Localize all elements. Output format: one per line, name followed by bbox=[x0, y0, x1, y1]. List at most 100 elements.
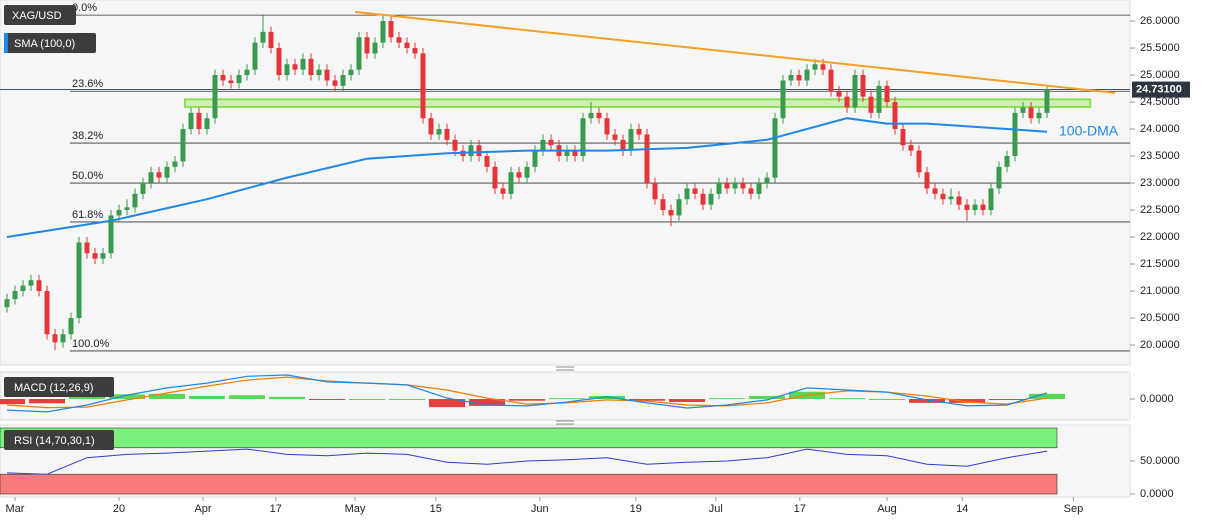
candle-body bbox=[1044, 89, 1050, 113]
candle-body bbox=[44, 291, 50, 335]
candle-body bbox=[748, 188, 754, 194]
candle-body bbox=[524, 166, 530, 178]
y-tick-label: 22.0000 bbox=[1140, 231, 1180, 243]
fib-label: 0.0% bbox=[72, 2, 97, 14]
x-tick-label: Mar bbox=[6, 503, 25, 515]
candle-body bbox=[204, 118, 210, 130]
histogram-bar bbox=[549, 398, 585, 400]
candle-body bbox=[900, 129, 906, 146]
candle-body bbox=[348, 69, 354, 76]
panel-handle[interactable] bbox=[556, 420, 574, 425]
candle-body bbox=[388, 21, 394, 38]
candle-body bbox=[588, 112, 594, 119]
candle-body bbox=[540, 139, 546, 151]
candle-body bbox=[260, 31, 266, 43]
histogram-bar bbox=[509, 399, 545, 401]
rsi-line bbox=[6, 448, 1048, 475]
histogram-bar bbox=[909, 399, 945, 403]
candle-body bbox=[716, 183, 722, 194]
candle-body bbox=[380, 21, 386, 43]
histogram-bar bbox=[309, 399, 345, 400]
candle-body bbox=[548, 139, 554, 146]
candle-body bbox=[1028, 107, 1034, 119]
candle-body bbox=[60, 334, 66, 343]
candle-body bbox=[828, 69, 834, 92]
macd-legend[interactable]: MACD (12,26,9) bbox=[4, 377, 114, 397]
x-tick-label: Sep bbox=[1064, 503, 1084, 515]
candle-body bbox=[1036, 112, 1042, 119]
candle-body bbox=[300, 58, 306, 70]
last-price-box bbox=[1132, 81, 1190, 98]
candle-body bbox=[52, 334, 58, 343]
candle-body bbox=[756, 183, 762, 194]
histogram-bar bbox=[0, 399, 25, 405]
sma-label: SMA (100,0) bbox=[14, 38, 75, 50]
candle-body bbox=[516, 172, 522, 178]
histogram-bar bbox=[389, 399, 425, 400]
candle-body bbox=[804, 69, 810, 81]
x-tick-label: May bbox=[345, 503, 366, 515]
y-tick-label: 21.0000 bbox=[1140, 285, 1180, 297]
candle-body bbox=[188, 112, 194, 130]
candle-body bbox=[1004, 156, 1010, 167]
panel-handle[interactable] bbox=[556, 366, 574, 371]
candle-body bbox=[284, 64, 290, 76]
macd-label: MACD (12,26,9) bbox=[14, 382, 93, 394]
candle-body bbox=[436, 129, 442, 135]
candle-body bbox=[924, 172, 930, 189]
candle-body bbox=[988, 188, 994, 211]
y-tick-label: 0.0000 bbox=[1140, 393, 1174, 405]
histogram-bar bbox=[829, 398, 865, 400]
candle-body bbox=[12, 291, 18, 300]
last-price-label: 24.73100 bbox=[1136, 83, 1182, 95]
candle-body bbox=[620, 139, 626, 151]
y-tick-label: 50.0000 bbox=[1140, 455, 1180, 467]
candle-body bbox=[492, 166, 498, 189]
fib-label: 23.6% bbox=[72, 78, 103, 90]
histogram-bar bbox=[189, 396, 225, 399]
candle-body bbox=[468, 145, 474, 157]
candle-body bbox=[532, 150, 538, 167]
candle-body bbox=[652, 183, 658, 200]
x-tick-label: Jun bbox=[531, 503, 549, 515]
candle-body bbox=[580, 118, 586, 157]
candle-body bbox=[172, 161, 178, 167]
symbol-legend[interactable]: XAG/USD bbox=[4, 5, 76, 25]
candle-body bbox=[196, 112, 202, 130]
candle-body bbox=[940, 193, 946, 200]
candle-body bbox=[236, 75, 242, 84]
candle-body bbox=[692, 188, 698, 194]
candle-body bbox=[796, 75, 802, 81]
candle-body bbox=[244, 69, 250, 76]
candle-body bbox=[612, 134, 618, 140]
candle-body bbox=[452, 139, 458, 151]
candle-body bbox=[956, 196, 962, 205]
candle-body bbox=[564, 150, 570, 157]
candle-body bbox=[220, 75, 226, 81]
histogram-bar bbox=[229, 395, 265, 399]
macd-line bbox=[6, 374, 1048, 413]
histogram-bar bbox=[989, 399, 1025, 400]
candle-body bbox=[148, 172, 154, 184]
candle-body bbox=[340, 75, 346, 86]
candle-body bbox=[92, 253, 98, 259]
candle-body bbox=[948, 196, 954, 200]
rsi-legend[interactable]: RSI (14,70,30,1) bbox=[4, 430, 114, 450]
candle-body bbox=[28, 280, 34, 286]
candle-body bbox=[628, 129, 634, 151]
y-tick-label: 20.5000 bbox=[1140, 312, 1180, 324]
histogram-bar bbox=[469, 399, 505, 406]
histogram-bar bbox=[109, 394, 145, 399]
fib-label: 100.0% bbox=[72, 338, 110, 350]
candle-body bbox=[20, 285, 26, 292]
candle-body bbox=[140, 183, 146, 194]
y-tick-label: 25.0000 bbox=[1140, 69, 1180, 81]
candle-body bbox=[644, 134, 650, 184]
x-tick-label: 17 bbox=[794, 503, 806, 515]
sma-legend[interactable]: SMA (100,0) bbox=[4, 33, 96, 53]
candle-body bbox=[764, 177, 770, 184]
y-tick-label: 20.0000 bbox=[1140, 339, 1180, 351]
candle-body bbox=[740, 183, 746, 189]
candle-body bbox=[636, 129, 642, 135]
x-tick-label: Aug bbox=[877, 503, 897, 515]
